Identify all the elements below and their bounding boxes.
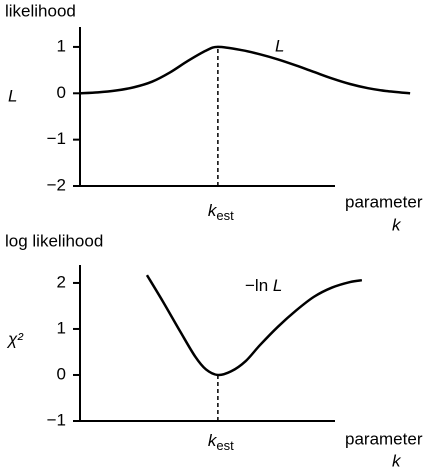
chart-title: likelihood (5, 1, 76, 20)
x-axis-label: parameter (345, 429, 423, 448)
curve (145, 274, 363, 377)
y-tick-label: 0 (57, 364, 66, 383)
y-tick-label: 2 (57, 272, 66, 291)
x-axis-label: parameter (345, 192, 423, 211)
y-tick-label: 0 (57, 83, 66, 102)
y-tick-label: −1 (47, 410, 66, 429)
x-axis-symbol: k (392, 451, 402, 470)
x-tick-label: kest (208, 201, 234, 223)
curve-label: −ln L (245, 276, 282, 295)
chart-title: log likelihood (5, 231, 103, 250)
y-tick-label: 1 (57, 318, 66, 337)
y-tick-label: −1 (47, 129, 66, 148)
y-tick-label: −2 (47, 175, 66, 194)
curve (79, 45, 411, 95)
curve-label: L (275, 36, 284, 55)
x-tick-label: kest (208, 431, 234, 453)
y-tick-label: 1 (57, 36, 66, 55)
x-axis-symbol: k (392, 215, 402, 234)
y-axis-label: χ² (6, 329, 24, 348)
y-axis-label: L (8, 86, 17, 105)
